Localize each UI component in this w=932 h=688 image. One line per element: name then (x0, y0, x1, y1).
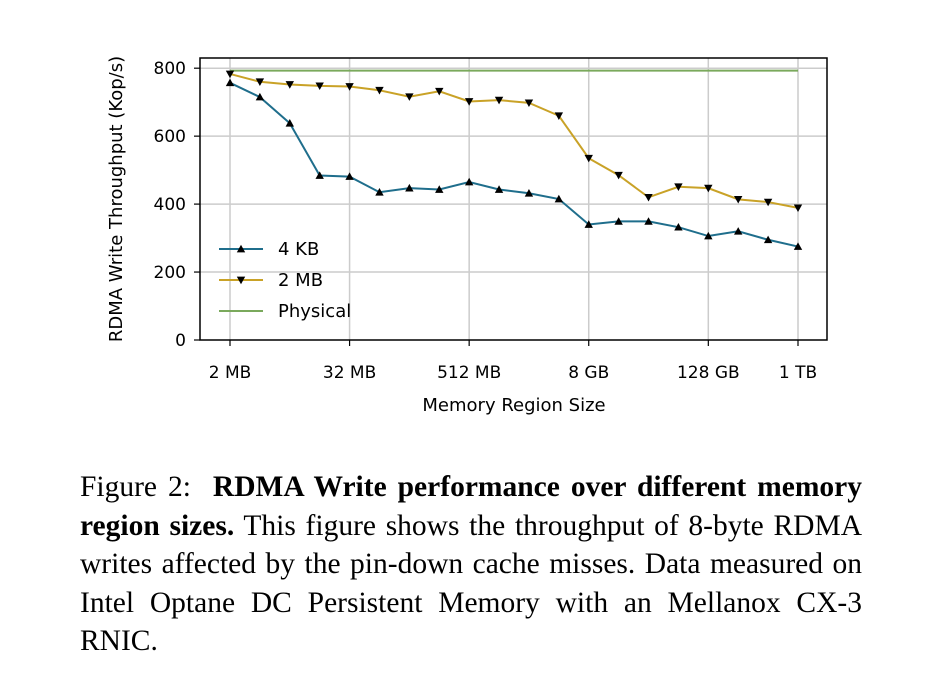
data-point-4kb (584, 220, 593, 228)
throughput-chart: 0 200 400 600 800 2 MB 32 MB 512 MB 8 GB 128 GB 1… (106, 56, 828, 416)
data-point-4kb (614, 217, 623, 225)
data-point-2mb (225, 70, 235, 79)
x-axis: 2 MB 32 MB 512 MB 8 GB 128 GB 1 TB (209, 340, 817, 383)
data-point-2mb (734, 195, 743, 204)
data-point-4kb (435, 185, 444, 193)
series-2mb (225, 70, 803, 213)
data-point-4kb (285, 119, 294, 127)
data-point-4kb (464, 177, 474, 186)
data-point-2mb (285, 81, 294, 89)
series-line-2mb (229, 73, 799, 209)
data-point-2mb (704, 184, 713, 193)
data-point-4kb (793, 242, 803, 250)
data-point-4kb (315, 171, 324, 179)
data-point-2mb (464, 98, 474, 106)
plot-frame (199, 57, 828, 341)
legend-label-4kb: 4 KB (278, 239, 319, 260)
data-point-2mb (793, 204, 803, 213)
data-point-4kb (554, 194, 564, 203)
x-tick-label: 128 GB (677, 363, 740, 383)
data-point-2mb (584, 154, 593, 163)
data-point-2mb (644, 193, 653, 202)
data-point-4kb (375, 188, 384, 196)
data-point-2mb (763, 198, 773, 207)
x-tick-label: 8 GB (568, 363, 609, 383)
data-point-4kb (674, 223, 683, 231)
legend-marker-2mb (236, 276, 246, 285)
caption-label: Figure 2: (80, 471, 191, 503)
data-point-4kb (345, 172, 354, 180)
data-point-2mb (524, 99, 534, 108)
legend-label-2mb: 2 MB (278, 270, 323, 291)
data-point-4kb (644, 217, 653, 225)
legend: 4 KB 2 MB Physical (219, 239, 351, 322)
data-point-2mb (255, 78, 265, 86)
data-point-2mb (435, 87, 444, 96)
series-4kb (225, 78, 803, 250)
y-tick-label: 0 (175, 331, 186, 351)
data-point-4kb (405, 183, 414, 192)
data-point-2mb (405, 93, 414, 101)
caption-title: RDMA Write performance over different me… (80, 471, 862, 542)
data-point-4kb (494, 185, 504, 193)
x-tick-label: 2 MB (209, 363, 252, 383)
figure-caption: Figure 2: RDMA Write performance over di… (80, 468, 862, 661)
legend-label-physical: Physical (278, 301, 351, 322)
y-axis-title: RDMA Write Throughput (Kop/s) (106, 56, 127, 342)
series-line-4kb (229, 81, 799, 248)
x-tick-label: 1 TB (779, 363, 817, 383)
data-point-4kb (225, 78, 235, 87)
y-tick-label: 200 (154, 263, 186, 283)
legend-marker-4kb (236, 244, 246, 253)
data-point-4kb (763, 235, 773, 244)
data-point-2mb (315, 82, 324, 91)
caption-body: This figure shows the throughput of 8-by… (80, 509, 863, 658)
data-point-2mb (554, 112, 564, 120)
y-tick-label: 400 (154, 195, 186, 215)
y-axis: 0 200 400 600 800 (154, 59, 200, 351)
x-axis-title: Memory Region Size (422, 395, 605, 416)
data-point-2mb (345, 83, 354, 91)
data-point-2mb (494, 96, 504, 105)
data-point-4kb (524, 189, 534, 197)
x-tick-label: 32 MB (323, 363, 376, 383)
data-point-4kb (734, 227, 743, 235)
y-tick-label: 800 (154, 59, 186, 79)
x-tick-label: 512 MB (437, 363, 501, 383)
grid-lines (200, 58, 827, 340)
data-point-4kb (255, 92, 265, 101)
data-point-4kb (704, 231, 713, 240)
y-tick-label: 600 (154, 127, 186, 147)
data-point-2mb (375, 86, 384, 95)
data-point-2mb (614, 171, 623, 180)
data-point-2mb (674, 183, 683, 191)
